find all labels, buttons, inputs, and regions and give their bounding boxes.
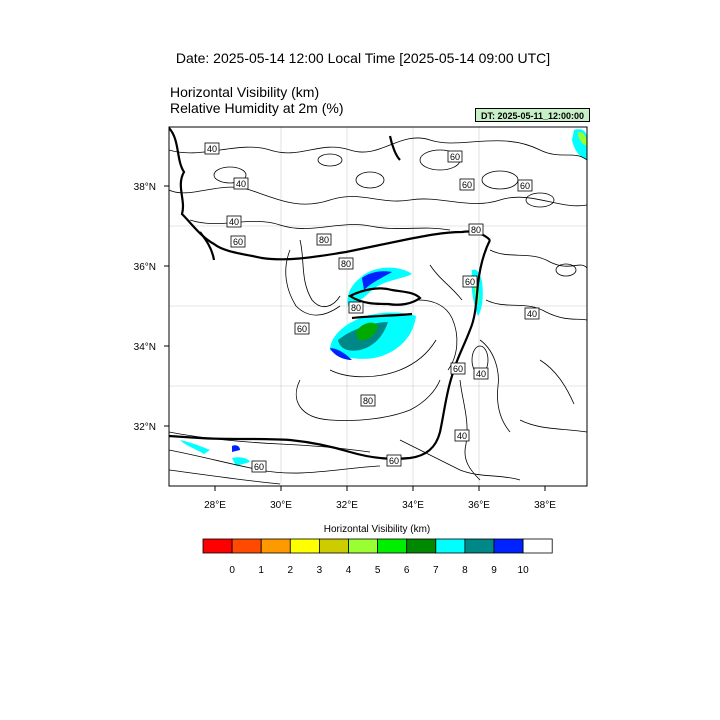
colorbar-label: 8 — [462, 565, 468, 576]
contour-label: 60 — [386, 454, 402, 467]
colorbar-label: 6 — [404, 565, 410, 576]
colorbar-swatch — [377, 538, 408, 554]
svg-text:60: 60 — [254, 462, 264, 472]
colorbar-title: Horizontal Visibility (km) — [323, 524, 431, 535]
contour-label: 80 — [360, 394, 376, 407]
svg-text:60: 60 — [233, 237, 243, 247]
init-time-badge: DT: 2025-05-11_12:00:00 — [475, 108, 590, 122]
lat-tick-label: 32°N — [134, 422, 156, 433]
colorbar-label: 2 — [288, 565, 294, 576]
colorbar-label: 3 — [317, 565, 323, 576]
colorbar-swatch — [464, 538, 495, 554]
contour-label: 40 — [226, 215, 242, 228]
contour-label: 60 — [230, 235, 246, 248]
svg-text:80: 80 — [363, 396, 373, 406]
svg-text:60: 60 — [520, 181, 530, 191]
coastlines — [169, 127, 491, 460]
svg-text:60: 60 — [465, 277, 475, 287]
colorbar-swatch — [231, 538, 262, 554]
svg-text:40: 40 — [457, 431, 467, 441]
svg-text:40: 40 — [527, 309, 537, 319]
contour-label: 40 — [473, 367, 489, 380]
svg-text:60: 60 — [450, 152, 460, 162]
contour-labels: 40 40 40 60 60 60 60 80 80 80 60 40 60 80 60 40 80 40 60 60 — [204, 142, 540, 473]
lat-tick-label: 34°N — [134, 342, 156, 353]
contour-label: 60 — [450, 362, 466, 375]
contour-label: 80 — [338, 257, 354, 270]
colorbar-swatch — [289, 538, 320, 554]
colorbar-swatch — [406, 538, 437, 554]
svg-text:80: 80 — [319, 235, 329, 245]
lon-tick-label: 36°E — [468, 500, 490, 511]
svg-text:80: 80 — [341, 259, 351, 269]
colorbar-swatch — [435, 538, 466, 554]
colorbar-label: 10 — [518, 565, 530, 576]
contour-label: 60 — [447, 150, 463, 163]
contour-label: 80 — [468, 223, 484, 236]
svg-text:60: 60 — [389, 456, 399, 466]
colorbar-swatch — [522, 538, 553, 554]
svg-text:40: 40 — [476, 369, 486, 379]
contour-label: 60 — [459, 178, 475, 191]
lon-tick-label: 30°E — [270, 500, 292, 511]
visibility-shading — [180, 129, 587, 466]
svg-text:40: 40 — [229, 217, 239, 227]
lon-tick-label: 32°E — [336, 500, 358, 511]
colorbar-label: 0 — [229, 565, 235, 576]
colorbar-label: 9 — [491, 565, 497, 576]
colorbar-swatch — [260, 538, 291, 554]
contour-label: 60 — [251, 460, 267, 473]
axis-ticks — [164, 185, 546, 491]
colorbar-swatch — [202, 538, 233, 554]
contour-label: 60 — [517, 179, 533, 192]
contour-label: 40 — [233, 177, 249, 190]
svg-text:60: 60 — [453, 364, 463, 374]
variable-title-visibility: Horizontal Visibility (km) — [170, 84, 320, 100]
svg-text:60: 60 — [297, 324, 307, 334]
svg-text:60: 60 — [462, 180, 472, 190]
contour-label: 40 — [454, 429, 470, 442]
variable-title-humidity: Relative Humidity at 2m (%) — [170, 100, 344, 116]
contour-label: 80 — [316, 233, 332, 246]
lon-tick-label: 38°E — [534, 500, 556, 511]
lon-tick-label: 34°E — [402, 500, 424, 511]
svg-text:40: 40 — [207, 144, 217, 154]
contour-label: 60 — [294, 322, 310, 335]
contour-label: 40 — [204, 142, 220, 155]
svg-text:80: 80 — [471, 225, 481, 235]
svg-text:80: 80 — [351, 303, 361, 313]
colorbar-label: 5 — [375, 565, 381, 576]
svg-text:40: 40 — [236, 179, 246, 189]
contour-label: 40 — [524, 307, 540, 320]
lat-tick-label: 36°N — [134, 262, 156, 273]
map-frame — [168, 126, 588, 487]
date-title: Date: 2025-05-14 12:00 Local Time [2025-… — [175, 50, 551, 66]
colorbar-swatch — [318, 538, 349, 554]
colorbar: 0 1 2 3 4 5 6 7 8 9 10 — [202, 538, 553, 576]
lon-tick-label: 28°E — [204, 500, 226, 511]
contour-label: 60 — [462, 275, 478, 288]
colorbar-label: 7 — [433, 565, 439, 576]
colorbar-label: 4 — [346, 565, 352, 576]
colorbar-label: 1 — [258, 565, 264, 576]
contour-label: 80 — [348, 301, 364, 314]
colorbar-swatch — [348, 538, 379, 554]
colorbar-swatch — [493, 538, 524, 554]
lat-tick-label: 38°N — [134, 182, 156, 193]
